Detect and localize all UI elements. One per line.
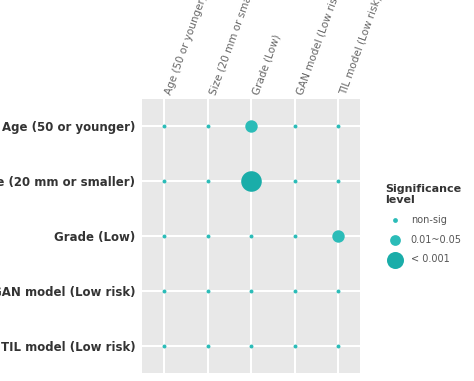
Point bbox=[291, 288, 299, 294]
Point bbox=[160, 343, 168, 349]
Point bbox=[204, 288, 211, 294]
Point bbox=[247, 178, 255, 184]
Point bbox=[160, 288, 168, 294]
Point bbox=[247, 123, 255, 130]
Point bbox=[291, 123, 299, 130]
Legend: non-sig, 0.01~0.05, < 0.001: non-sig, 0.01~0.05, < 0.001 bbox=[383, 181, 465, 267]
Point bbox=[291, 343, 299, 349]
Point bbox=[204, 233, 211, 239]
Point bbox=[247, 343, 255, 349]
Point bbox=[291, 178, 299, 184]
Point bbox=[160, 233, 168, 239]
Point bbox=[204, 178, 211, 184]
Point bbox=[160, 178, 168, 184]
Point bbox=[335, 233, 342, 239]
Point bbox=[160, 123, 168, 130]
Point bbox=[335, 123, 342, 130]
Point bbox=[204, 123, 211, 130]
Point bbox=[247, 233, 255, 239]
Point bbox=[291, 233, 299, 239]
Point bbox=[247, 288, 255, 294]
Point bbox=[204, 343, 211, 349]
Point bbox=[335, 178, 342, 184]
Point bbox=[335, 343, 342, 349]
Point bbox=[335, 288, 342, 294]
